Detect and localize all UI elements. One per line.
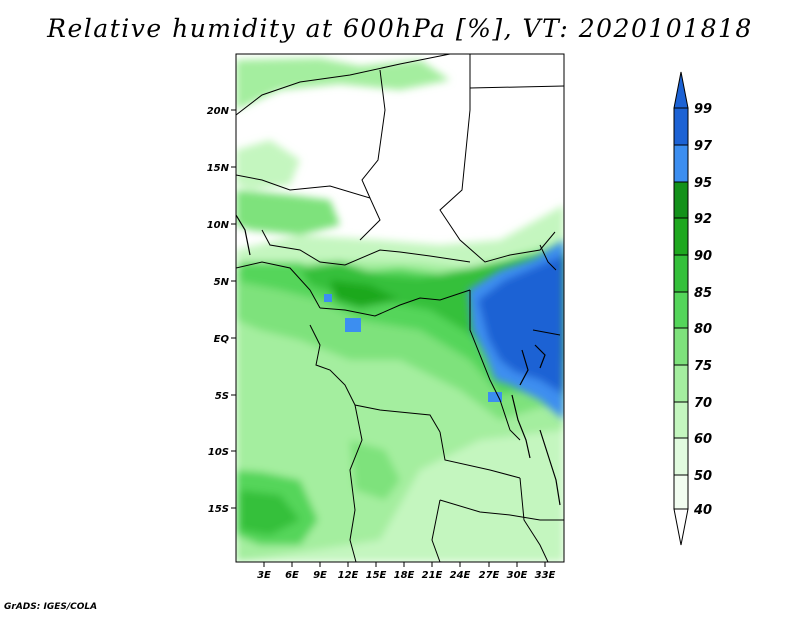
colorbar-label: 92 (694, 212, 712, 227)
colorbar-segment-92 (673, 181, 689, 219)
lat-label: EQ (214, 334, 230, 345)
colorbar-label: 97 (694, 139, 713, 154)
lat-label: 5S (215, 391, 229, 402)
colorbar-label: 75 (694, 359, 712, 374)
humidity-level-92 (330, 280, 400, 308)
colorbar-segment-90 (673, 217, 689, 256)
lat-label: 20N (207, 106, 230, 117)
country-borders (236, 54, 564, 562)
colorbar-label: 60 (694, 432, 712, 447)
colorbar-segment-50 (673, 437, 689, 476)
lon-label: 33E (535, 570, 556, 581)
grads-credit: GrADS: IGES/COLA (4, 602, 98, 612)
lon-label: 30E (507, 570, 528, 581)
lon-label: 12E (338, 570, 359, 581)
colorbar-label: 70 (694, 396, 712, 411)
colorbar-label: 95 (694, 176, 712, 191)
humidity-field (236, 54, 564, 562)
map-title: Relative humidity at 600hPa [%], VT: 202… (47, 14, 753, 43)
colorbar-segment-80 (673, 291, 689, 329)
colorbar-segment-85 (673, 254, 689, 293)
lon-label: 21E (422, 570, 443, 581)
colorbar-labels: 99 97 95 92 90 85 80 75 70 60 50 40 (693, 102, 713, 518)
colorbar-segment-99 (673, 71, 689, 109)
colorbar-label: 85 (694, 286, 712, 301)
lat-label: 15N (207, 163, 230, 174)
colorbar-label: 40 (693, 503, 712, 518)
lon-label: 27E (479, 570, 500, 581)
colorbar-segment-97 (673, 107, 689, 146)
colorbar-label: 80 (694, 322, 712, 337)
colorbar-segment-min (673, 508, 689, 546)
colorbar-segment-75 (673, 327, 689, 366)
lon-axis: 3E 6E 9E 12E 15E 18E 21E 24E 27E 30E 33E (257, 562, 556, 581)
lat-label: 15S (208, 504, 229, 515)
lat-label: 10N (207, 220, 230, 231)
lon-label: 6E (285, 570, 299, 581)
lon-label: 18E (394, 570, 415, 581)
lon-label: 3E (257, 570, 271, 581)
map-frame (235, 53, 565, 563)
colorbar-segment-60 (673, 401, 689, 439)
lon-label: 24E (450, 570, 471, 581)
colorbar-label: 99 (694, 102, 712, 117)
colorbar-segment-95 (673, 144, 689, 183)
lat-axis: 20N 15N 10N 5N EQ 5S 10S 15S (207, 106, 236, 515)
lon-label: 9E (313, 570, 327, 581)
colorbar-segment-70 (673, 364, 689, 403)
lat-label: 10S (208, 447, 229, 458)
lakes-and-coast (236, 214, 561, 506)
colorbar (673, 71, 689, 546)
lat-label: 5N (214, 277, 230, 288)
colorbar-label: 50 (694, 469, 712, 484)
colorbar-segment-40 (673, 474, 689, 510)
colorbar-label: 90 (694, 249, 712, 264)
lon-label: 15E (366, 570, 387, 581)
